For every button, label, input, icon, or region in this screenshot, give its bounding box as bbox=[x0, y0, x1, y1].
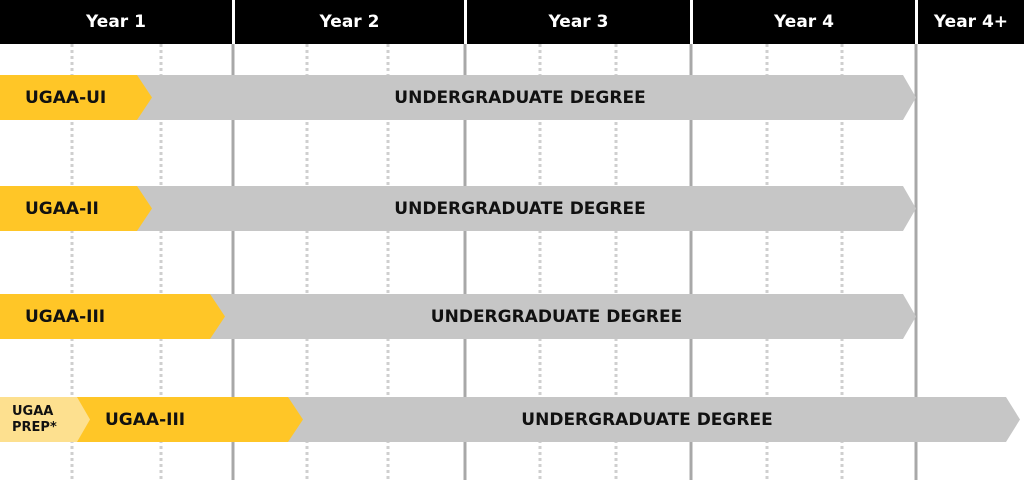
degree-label: UNDERGRADUATE DEGREE bbox=[394, 87, 646, 108]
pathway-label: UGAA-UI bbox=[25, 87, 107, 108]
degree-arrow-bar bbox=[137, 186, 916, 231]
pathway-label: UGAA-III bbox=[105, 409, 186, 430]
pathway-label: UGAA-III bbox=[25, 306, 106, 327]
degree-label: UNDERGRADUATE DEGREE bbox=[394, 198, 646, 219]
degree-arrow-bar bbox=[210, 294, 916, 339]
pathway-label: UGAA-II bbox=[25, 198, 99, 219]
degree-label: UNDERGRADUATE DEGREE bbox=[521, 409, 773, 430]
year-header-1: Year 1 bbox=[0, 0, 232, 44]
pathway-arrow-bar bbox=[0, 75, 152, 120]
pathway-arrow-bar bbox=[0, 186, 152, 231]
prep-arrow-bar bbox=[0, 397, 90, 442]
pathway-arrow-bar bbox=[75, 397, 303, 442]
year-header-3: Year 3 bbox=[467, 0, 690, 44]
pathway-arrow-bar bbox=[0, 294, 225, 339]
year-header-5: Year 4+ bbox=[918, 0, 1024, 44]
degree-arrow-bar bbox=[288, 397, 1020, 442]
degree-label: UNDERGRADUATE DEGREE bbox=[430, 306, 683, 327]
prep-label: UGAA PREP* bbox=[12, 403, 57, 435]
year-header-2: Year 2 bbox=[235, 0, 464, 44]
year-header-4: Year 4 bbox=[693, 0, 915, 44]
degree-arrow-bar bbox=[137, 75, 916, 120]
